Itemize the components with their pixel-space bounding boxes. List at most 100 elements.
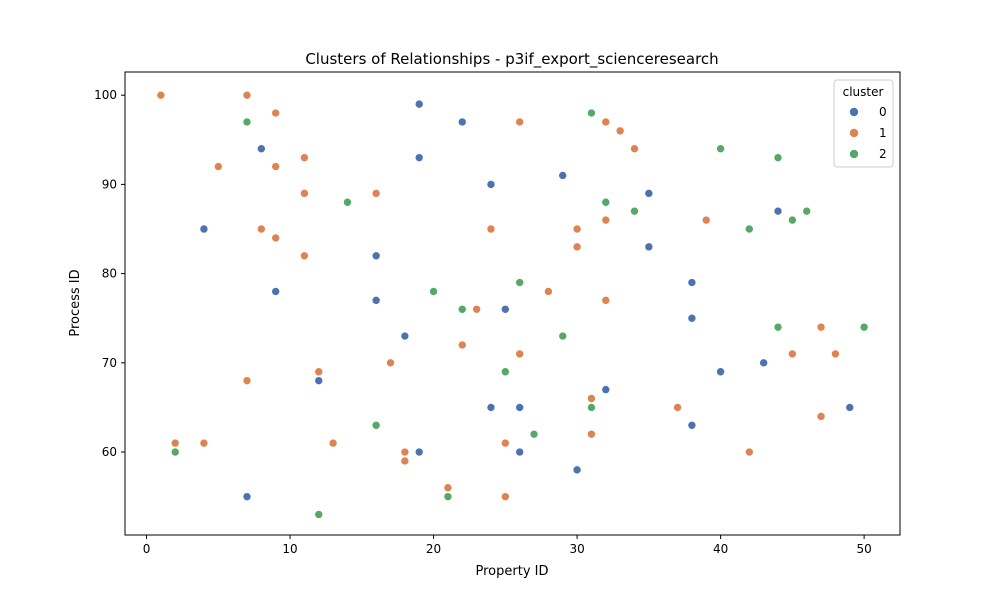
data-point-cluster-0 bbox=[371, 296, 381, 305]
data-point-cluster-1 bbox=[472, 304, 481, 314]
y-tick-label: 60 bbox=[102, 445, 117, 459]
data-point-cluster-2 bbox=[429, 287, 438, 296]
y-axis-label: Process ID bbox=[68, 269, 83, 336]
data-point-cluster-0 bbox=[515, 447, 524, 457]
data-point-cluster-0 bbox=[371, 251, 381, 261]
data-point-cluster-1 bbox=[831, 349, 840, 359]
data-point-cluster-1 bbox=[587, 394, 596, 403]
data-point-cluster-0 bbox=[572, 465, 582, 475]
data-point-cluster-2 bbox=[501, 367, 510, 377]
data-point-cluster-0 bbox=[501, 304, 510, 314]
data-point-cluster-2 bbox=[314, 510, 324, 519]
data-point-cluster-1 bbox=[745, 447, 754, 457]
data-point-cluster-0 bbox=[457, 117, 467, 127]
data-point-cluster-0 bbox=[687, 313, 697, 323]
data-point-cluster-0 bbox=[242, 492, 252, 501]
legend-box bbox=[833, 79, 894, 168]
data-point-cluster-1 bbox=[156, 90, 166, 100]
data-point-cluster-1 bbox=[170, 438, 180, 448]
data-point-cluster-1 bbox=[443, 483, 453, 493]
data-point-cluster-0 bbox=[558, 171, 568, 180]
data-point-cluster-1 bbox=[572, 224, 582, 234]
legend-marker-0 bbox=[849, 107, 859, 117]
y-axis-ticks: 60 70 80 90 100 bbox=[94, 88, 125, 459]
data-point-cluster-2 bbox=[859, 322, 869, 332]
data-point-cluster-0 bbox=[687, 420, 697, 430]
data-point-cluster-2 bbox=[773, 322, 783, 332]
x-tick-label: 40 bbox=[713, 542, 728, 556]
data-point-cluster-2 bbox=[802, 206, 812, 216]
data-point-cluster-1 bbox=[314, 367, 324, 377]
data-point-cluster-0 bbox=[271, 287, 280, 296]
data-point-cluster-2 bbox=[170, 447, 180, 457]
data-point-cluster-1 bbox=[271, 162, 280, 171]
x-tick-label: 20 bbox=[426, 542, 441, 556]
chart-title: Clusters of Relationships - p3if_export_… bbox=[305, 50, 718, 69]
x-tick-label: 50 bbox=[856, 542, 871, 556]
data-point-cluster-0 bbox=[486, 180, 496, 189]
data-point-cluster-1 bbox=[572, 242, 582, 252]
data-point-cluster-0 bbox=[314, 376, 324, 385]
data-point-cluster-2 bbox=[745, 224, 754, 234]
x-tick-label: 0 bbox=[143, 542, 151, 556]
data-point-cluster-1 bbox=[515, 349, 524, 359]
data-point-cluster-2 bbox=[371, 420, 381, 430]
data-point-cluster-1 bbox=[615, 126, 625, 136]
legend-title: cluster bbox=[843, 85, 884, 99]
data-point-cluster-0 bbox=[759, 358, 768, 368]
data-point-cluster-1 bbox=[213, 162, 223, 171]
data-point-cluster-1 bbox=[486, 224, 496, 234]
legend-label-2: 2 bbox=[879, 147, 887, 161]
data-point-cluster-2 bbox=[443, 492, 453, 501]
x-axis-label: Property ID bbox=[476, 564, 549, 579]
data-point-cluster-0 bbox=[845, 403, 855, 412]
data-point-cluster-1 bbox=[328, 438, 338, 448]
data-point-cluster-1 bbox=[400, 447, 410, 457]
data-point-cluster-2 bbox=[343, 197, 352, 207]
legend-label-0: 0 bbox=[879, 105, 887, 119]
data-point-cluster-1 bbox=[271, 233, 280, 243]
data-point-cluster-1 bbox=[587, 429, 596, 439]
data-point-cluster-1 bbox=[242, 376, 252, 385]
data-point-cluster-1 bbox=[701, 215, 711, 225]
data-point-cluster-1 bbox=[271, 108, 280, 118]
data-point-cluster-1 bbox=[515, 117, 524, 127]
data-point-cluster-0 bbox=[257, 144, 266, 154]
data-point-cluster-0 bbox=[773, 206, 783, 216]
data-point-cluster-2 bbox=[601, 197, 611, 207]
data-point-cluster-0 bbox=[414, 153, 424, 162]
data-point-cluster-2 bbox=[558, 331, 568, 341]
data-point-cluster-2 bbox=[587, 108, 596, 118]
y-tick-label: 100 bbox=[94, 88, 117, 102]
data-point-cluster-1 bbox=[199, 438, 209, 448]
data-point-cluster-1 bbox=[300, 189, 309, 198]
plot-frame bbox=[124, 71, 901, 536]
data-point-cluster-1 bbox=[400, 456, 410, 466]
legend-label-1: 1 bbox=[879, 126, 887, 140]
legend-marker-2 bbox=[849, 149, 859, 159]
data-point-cluster-1 bbox=[630, 144, 639, 154]
legend-marker-1 bbox=[849, 128, 859, 138]
data-point-cluster-1 bbox=[457, 340, 467, 350]
data-point-cluster-2 bbox=[529, 429, 539, 439]
data-point-cluster-0 bbox=[716, 367, 725, 377]
data-point-cluster-0 bbox=[414, 99, 424, 109]
data-point-cluster-1 bbox=[371, 189, 381, 198]
data-point-cluster-2 bbox=[773, 153, 783, 162]
data-point-cluster-0 bbox=[601, 385, 611, 394]
data-point-cluster-2 bbox=[788, 215, 797, 225]
data-point-cluster-1 bbox=[386, 358, 395, 368]
y-tick-label: 90 bbox=[102, 177, 117, 191]
data-point-cluster-1 bbox=[257, 224, 266, 234]
data-point-cluster-1 bbox=[673, 403, 682, 412]
data-point-cluster-1 bbox=[816, 412, 826, 421]
data-point-cluster-1 bbox=[501, 492, 510, 501]
data-point-cluster-0 bbox=[199, 224, 209, 234]
data-point-cluster-1 bbox=[601, 215, 611, 225]
data-point-cluster-1 bbox=[242, 90, 252, 100]
data-point-cluster-0 bbox=[414, 447, 424, 457]
x-tick-label: 30 bbox=[569, 542, 584, 556]
data-point-cluster-1 bbox=[816, 322, 826, 332]
data-point-cluster-0 bbox=[400, 331, 410, 341]
